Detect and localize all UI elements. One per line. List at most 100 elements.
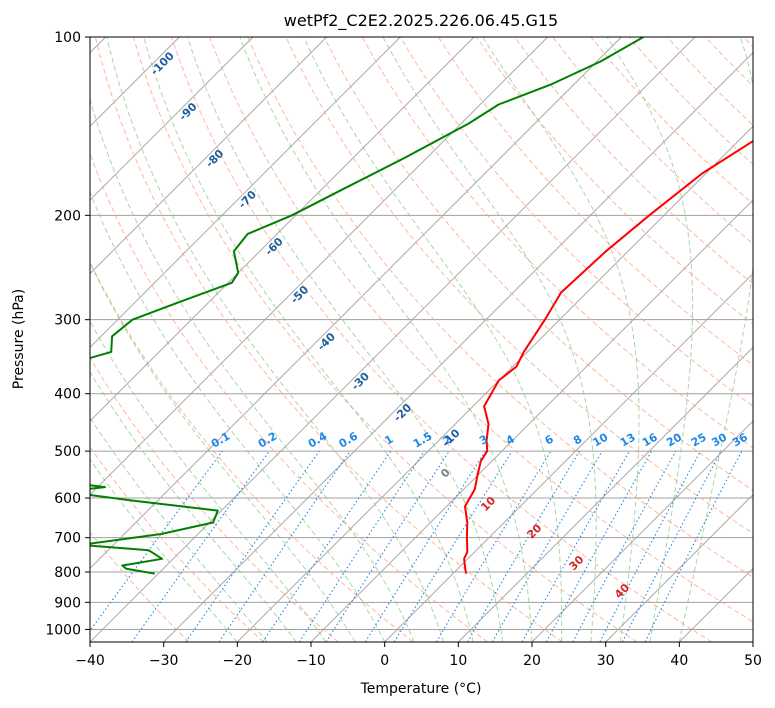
x-axis: −40 −30 −20 −10 0 10 20 30 40 50 <box>75 642 762 669</box>
moist-adiabat-label: -100 <box>148 49 177 78</box>
dry-adiabat-line <box>285 37 753 535</box>
isotherm-grid <box>90 37 753 642</box>
mixing-ratio-line <box>185 450 320 642</box>
dry-adiabat-line <box>132 37 638 642</box>
moist-adiabat-line <box>678 37 753 642</box>
dry-adiabat-line <box>666 37 753 126</box>
mixing-ratio-line <box>545 450 653 642</box>
dry-adiabat-label: 10 <box>478 494 498 514</box>
isotherm-line <box>90 37 548 496</box>
mixing-ratio-label: 1 <box>382 433 395 448</box>
mixing-ratio-line <box>262 450 392 642</box>
moist-adiabat-label: -20 <box>391 401 414 424</box>
x-tick-label: 40 <box>670 653 688 669</box>
dry-adiabat-line <box>743 37 753 48</box>
isotherm-line <box>384 273 753 642</box>
y-tick-label: 300 <box>54 313 81 329</box>
moist-adiabat-line <box>382 37 597 642</box>
mixing-ratio-line <box>298 450 425 642</box>
moist-adiabat-line <box>90 416 268 642</box>
x-tick-label: 0 <box>380 653 389 669</box>
moist-adiabat-line <box>482 37 640 642</box>
x-tick-label: 10 <box>449 653 467 669</box>
isotherm-line <box>458 346 753 642</box>
moist-adiabat-line <box>90 261 356 642</box>
plot-frame <box>89 36 754 643</box>
dry-adiabat-line <box>437 37 753 366</box>
dry-adiabat-line <box>514 37 753 285</box>
moist-adiabat-line <box>187 37 503 642</box>
mixing-ratio-line <box>644 450 743 642</box>
series-lines <box>90 37 753 575</box>
y-tick-label: 1000 <box>45 622 81 638</box>
mixing-ratio-line <box>599 450 701 642</box>
isotherm-line <box>679 567 753 642</box>
mixing-ratio-lines <box>90 450 743 642</box>
y-tick-label: 400 <box>54 387 81 403</box>
dry-adiabat-line <box>90 260 414 642</box>
mixing-ratio-label: 8 <box>571 433 584 448</box>
isotherm-line <box>90 37 254 201</box>
mixing-ratio-label: 3 <box>477 433 490 448</box>
moist-adiabat-line <box>106 37 445 642</box>
mixing-ratio-line <box>521 450 630 642</box>
mixing-ratio-label: 0.1 <box>209 430 232 451</box>
moist-adiabat-line <box>143 37 474 642</box>
moist-adiabat-line <box>239 37 533 642</box>
dry-adiabat-line <box>704 37 753 87</box>
moist-adiabat-line <box>303 37 563 642</box>
mixing-ratio-line <box>467 450 580 642</box>
y-tick-label: 500 <box>54 444 81 460</box>
dry-adiabat-line <box>90 356 339 642</box>
x-tick-label: −20 <box>223 653 253 669</box>
dry-adiabats <box>90 37 753 642</box>
mixing-ratio-label: 0.2 <box>256 430 279 451</box>
mixing-ratio-label: 25 <box>689 431 709 450</box>
dry-adiabat-line <box>361 37 753 449</box>
isotherm-line <box>90 37 327 275</box>
isotherm-line <box>752 641 753 642</box>
isotherm-line <box>237 125 753 642</box>
isotherm-line <box>163 52 753 642</box>
moist-adiabat-label: -50 <box>288 283 311 306</box>
mixing-ratio-line <box>218 450 351 642</box>
chart-title: wetPf2_C2E2.2025.226.06.45.G15 <box>284 11 558 31</box>
dry-adiabat-line <box>90 446 264 642</box>
mixing-ratio-label: 4 <box>504 432 517 447</box>
dry-adiabat-line <box>247 37 753 578</box>
isotherm-line <box>531 420 753 642</box>
mixing-ratio-label: 0.6 <box>337 429 361 450</box>
moist-adiabat-label: -80 <box>203 147 226 170</box>
dry-adiabat-line <box>323 37 753 491</box>
mixing-ratio-label: 0.4 <box>306 429 330 450</box>
dry-adiabat-line <box>90 152 488 642</box>
y-axis: 100 200 300 400 500 600 700 800 900 1000 <box>45 30 90 638</box>
x-tick-label: −10 <box>296 653 326 669</box>
moist-adiabat-label: -60 <box>263 235 286 258</box>
mixing-ratio-label: 1.5 <box>411 430 434 451</box>
mixing-ratio-label: 36 <box>730 430 750 449</box>
moist-adiabat-label: -30 <box>349 370 372 393</box>
moist-adiabat-line <box>90 320 327 642</box>
isotherm-line <box>90 37 696 642</box>
mixing-ratio-label: 30 <box>709 430 729 449</box>
mixing-ratio-label: 6 <box>543 432 556 447</box>
moist-adiabat-line <box>606 37 694 642</box>
dry-adiabat-line <box>171 37 712 642</box>
moist-adiabats <box>90 37 753 642</box>
dewpoint-line <box>90 37 644 575</box>
plot-area: 0.1 0.2 0.4 0.6 1 1.5 2 3 4 6 8 10 13 16 20 25 30 36-100-… <box>90 37 753 642</box>
x-tick-label: −30 <box>149 653 179 669</box>
x-tick-label: −40 <box>75 653 105 669</box>
dry-adiabat-line <box>209 37 753 623</box>
dry-adiabat-line <box>94 37 563 642</box>
mixing-ratio-line <box>393 450 513 642</box>
mixing-ratio-line <box>325 450 450 642</box>
mixing-ratio-label: 13 <box>618 431 638 450</box>
y-tick-label: 700 <box>54 531 81 547</box>
y-tick-label: 200 <box>54 208 81 224</box>
x-tick-label: 30 <box>597 653 615 669</box>
isotherm-line <box>605 494 753 642</box>
y-tick-label: 900 <box>54 595 81 611</box>
